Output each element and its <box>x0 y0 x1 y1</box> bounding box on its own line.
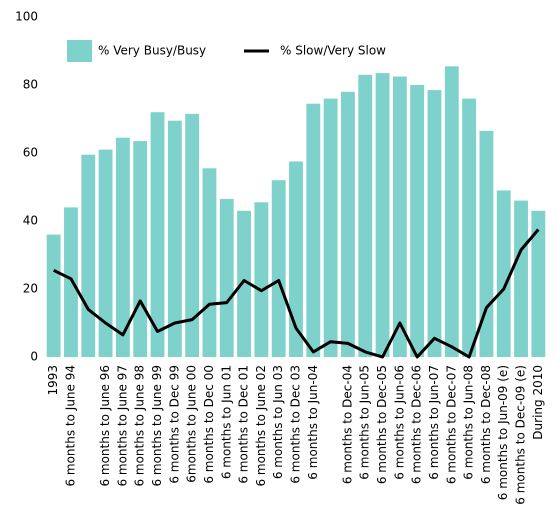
x-tick-label: 6 months to Dec-04 <box>340 365 354 484</box>
bar <box>254 202 269 357</box>
x-tick-label: 6 months to Jun 01 <box>219 365 233 479</box>
x-tick-label: 1993 <box>46 365 60 396</box>
bar <box>462 98 477 357</box>
x-tick-label: 6months to June 00 <box>185 365 199 483</box>
bar <box>427 90 442 357</box>
bar <box>115 137 130 357</box>
x-tick-label: 6 months to June 97 <box>115 365 129 487</box>
bar <box>392 76 407 357</box>
x-tick-label: 6 months to Dec-09 (e) <box>514 365 528 505</box>
legend-swatch <box>67 40 92 62</box>
bar <box>531 210 546 357</box>
x-tick-label: 6 months to Dec-08 <box>479 365 493 484</box>
bar <box>219 198 234 357</box>
bar <box>306 103 321 357</box>
bar <box>444 66 459 358</box>
x-tick-label: 6 months to Jun-08 <box>462 365 476 480</box>
bar <box>289 161 303 357</box>
x-tick-label: 6 months to Dec 99 <box>167 365 181 484</box>
y-tick-label: 0 <box>30 350 38 364</box>
x-tick-label: 6 months to Dec 03 <box>289 365 303 484</box>
x-tick-label: 6 months to Dec-06 <box>410 365 424 484</box>
x-tick-label: 6 months to Dec 00 <box>202 365 216 484</box>
bar <box>479 130 494 357</box>
line <box>52 228 540 359</box>
bar <box>375 73 390 357</box>
x-tick-label: 6 months to Jun-07 <box>427 365 441 480</box>
bar <box>514 200 528 357</box>
bar <box>271 180 286 357</box>
x-tick-label: 6 months to June 94 <box>63 365 77 487</box>
legend-label: % Very Busy/Busy <box>98 44 206 58</box>
x-tick-label: 6 months to June 96 <box>98 365 112 487</box>
bar <box>323 98 338 357</box>
bar <box>81 154 96 357</box>
x-tick-label: 6 months to Dec-07 <box>444 365 458 484</box>
x-tick-label: 6 months to June 02 <box>254 365 268 487</box>
x-tick-label: 6 months to Dec 01 <box>237 365 251 484</box>
bar <box>496 190 511 357</box>
x-tick-label: 6 months to June 98 <box>133 365 147 487</box>
y-tick-label: 40 <box>23 214 38 228</box>
x-tick-label: During 2010 <box>531 365 545 440</box>
y-tick-label: 20 <box>23 282 38 296</box>
y-tick-label: 60 <box>23 146 38 160</box>
bar <box>237 210 251 357</box>
x-tick-label: 6 months to Jun-05 <box>358 365 372 480</box>
x-tick-label: 6 months to June 99 <box>150 365 164 487</box>
bar <box>133 141 148 357</box>
y-tick-label: 80 <box>23 78 38 92</box>
x-tick-label: 6 months to Jun 03 <box>271 365 285 479</box>
bar <box>341 91 355 358</box>
bar <box>64 207 78 357</box>
x-tick-label: 6 months to Jun-06 <box>392 365 406 480</box>
bar <box>98 149 113 357</box>
legend-label: % Slow/Very Slow <box>280 44 386 58</box>
bar <box>185 113 200 358</box>
bar <box>150 112 165 357</box>
bar <box>46 234 61 357</box>
y-tick-label: 100 <box>15 10 38 24</box>
bar <box>202 168 217 357</box>
bar <box>167 120 182 357</box>
x-tick-label: 6 months to Dec-05 <box>375 365 389 484</box>
x-tick-label: 6 months to Jun-09 (e) <box>496 365 510 500</box>
bar <box>410 85 425 357</box>
x-tick-label: 6 months to Jun-04 <box>306 365 320 480</box>
bar <box>358 74 373 358</box>
